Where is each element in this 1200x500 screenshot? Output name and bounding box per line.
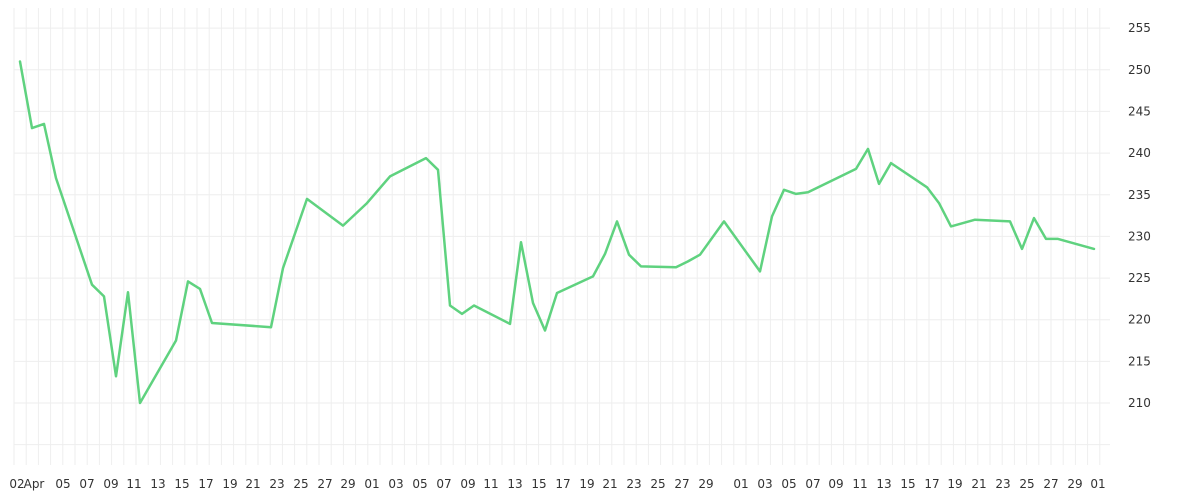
x-tick-label: 13 (150, 477, 165, 491)
x-tick-label: 09 (103, 477, 118, 491)
x-tick-label: 02 (9, 477, 24, 491)
x-tick-label: 11 (483, 477, 498, 491)
x-tick-label: 29 (1067, 477, 1082, 491)
x-tick-label: 27 (1043, 477, 1058, 491)
series-line (18, 60, 1096, 405)
x-tick-label: 09 (828, 477, 843, 491)
y-axis-tick-labels: 210 215 220 225 230 235 240 245 250 255 (1128, 21, 1151, 410)
x-tick-label: 25 (293, 477, 308, 491)
x-tick-label: 17 (555, 477, 570, 491)
x-tick-label: 13 (507, 477, 522, 491)
x-tick-label: 03 (388, 477, 403, 491)
y-tick-label: 240 (1128, 146, 1151, 160)
x-tick-label: 05 (412, 477, 427, 491)
x-tick-label: 15 (174, 477, 189, 491)
x-tick-label: 17 (924, 477, 939, 491)
x-tick-label: 01 (733, 477, 748, 491)
x-tick-label: 07 (805, 477, 820, 491)
x-tick-label: 21 (602, 477, 617, 491)
y-tick-label: 245 (1128, 104, 1151, 118)
x-tick-label: 25 (650, 477, 665, 491)
x-tick-label: 19 (579, 477, 594, 491)
x-tick-label: 29 (698, 477, 713, 491)
x-tick-label: 19 (222, 477, 237, 491)
y-tick-label: 235 (1128, 188, 1151, 202)
x-tick-label: Apr (24, 477, 45, 491)
x-tick-label: 27 (317, 477, 332, 491)
x-tick-label: 05 (781, 477, 796, 491)
y-tick-label: 255 (1128, 21, 1151, 35)
x-tick-label: 15 (900, 477, 915, 491)
x-tick-label: 11 (852, 477, 867, 491)
x-tick-label: 25 (1019, 477, 1034, 491)
horizontal-grid (14, 27, 1110, 446)
x-tick-label: 15 (531, 477, 546, 491)
x-tick-label: 11 (126, 477, 141, 491)
x-tick-label: 27 (674, 477, 689, 491)
y-tick-label: 225 (1128, 271, 1151, 285)
x-tick-label: 01 (1090, 477, 1105, 491)
x-tick-label: 07 (79, 477, 94, 491)
x-tick-label: 13 (876, 477, 891, 491)
y-tick-label: 220 (1128, 313, 1151, 327)
x-tick-label: 09 (460, 477, 475, 491)
x-tick-label: 01 (364, 477, 379, 491)
y-tick-label: 215 (1128, 354, 1151, 368)
y-tick-label: 210 (1128, 396, 1151, 410)
x-tick-label: 29 (340, 477, 355, 491)
x-tick-label: 17 (198, 477, 213, 491)
x-tick-label: 07 (436, 477, 451, 491)
x-tick-label: 21 (245, 477, 260, 491)
x-tick-label: 23 (995, 477, 1010, 491)
series-group (18, 60, 1096, 405)
y-tick-label: 230 (1128, 229, 1151, 243)
x-tick-label: 05 (55, 477, 70, 491)
x-tick-label: 21 (971, 477, 986, 491)
x-tick-label: 03 (757, 477, 772, 491)
x-tick-label: 23 (626, 477, 641, 491)
x-tick-label: 19 (947, 477, 962, 491)
y-tick-label: 250 (1128, 63, 1151, 77)
x-tick-label: 23 (269, 477, 284, 491)
